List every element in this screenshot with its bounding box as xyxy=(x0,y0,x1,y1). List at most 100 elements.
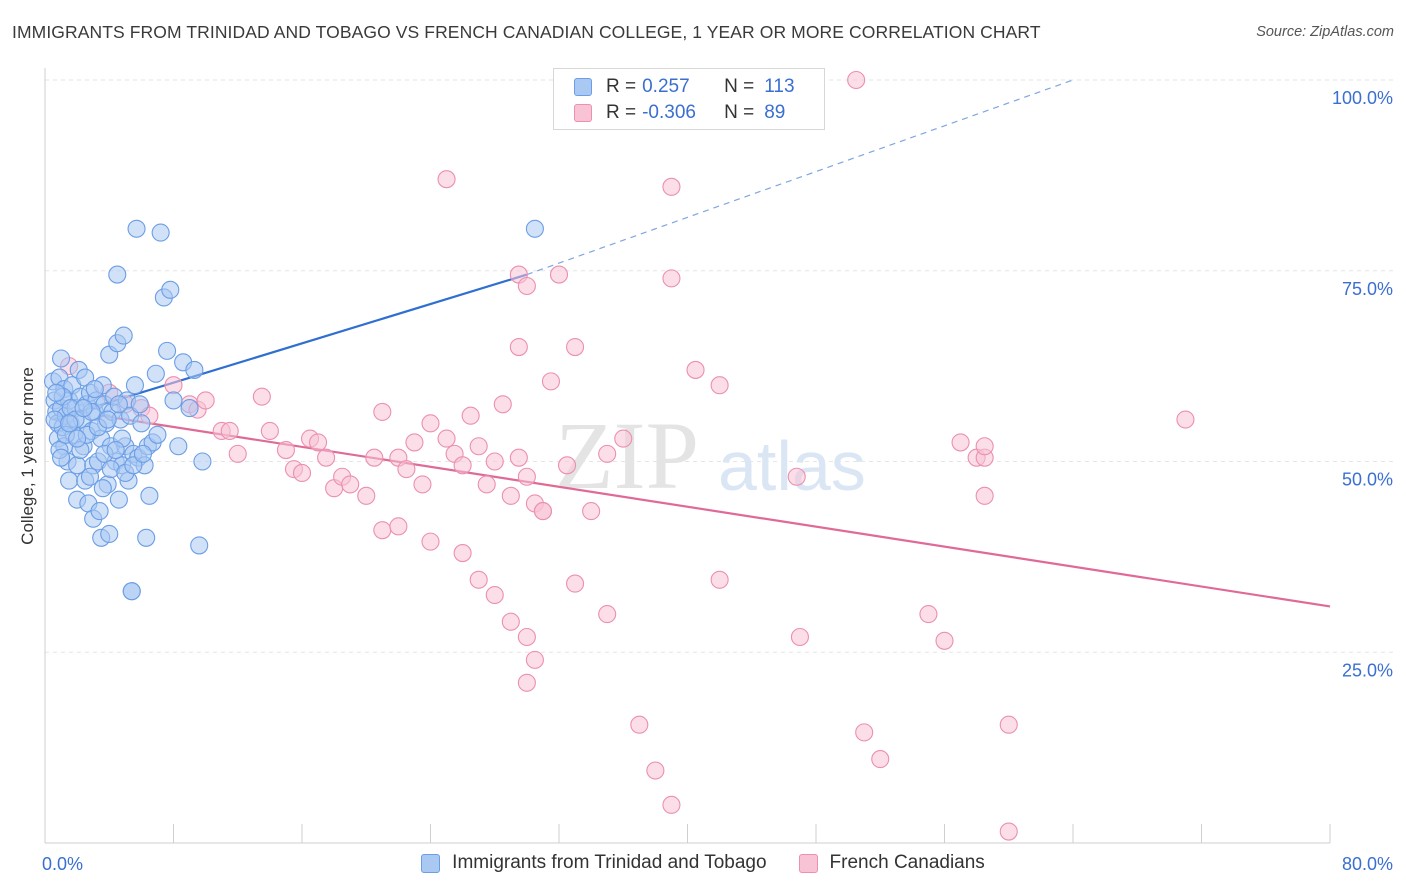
r-label: R = xyxy=(606,76,637,97)
trinidad-point xyxy=(60,471,79,490)
french-canadian-point xyxy=(309,433,328,452)
french-canadian-point xyxy=(501,486,520,505)
legend-row-blue: R = 0.257 N = 113 xyxy=(574,74,795,100)
trinidad-point xyxy=(60,414,79,433)
y-tick-label: 25.0% xyxy=(1342,660,1393,680)
x-tick-label-max: 80.0% xyxy=(1342,854,1393,874)
trinidad-point xyxy=(132,414,151,433)
french-canadian-point xyxy=(260,421,279,441)
french-canadian-point xyxy=(373,521,392,540)
trinidad-point xyxy=(158,341,177,360)
trinidad-point xyxy=(98,410,117,429)
legend-item-french-canadians[interactable]: French Canadians xyxy=(798,852,985,874)
french-canadian-point xyxy=(413,475,432,494)
french-canadian-point xyxy=(252,387,271,406)
stats-legend: R = 0.257 N = 113 R = -0.306 N = 89 xyxy=(553,68,825,130)
trinidad-point xyxy=(52,349,71,368)
y-tick-label: 75.0% xyxy=(1342,279,1393,299)
french-canadian-point xyxy=(437,170,456,189)
french-canadian-point xyxy=(276,441,295,460)
french-canadian-point xyxy=(847,70,866,90)
french-canadian-point xyxy=(935,631,954,650)
french-canadian-point xyxy=(598,444,617,463)
y-tick-label: 50.0% xyxy=(1342,470,1393,490)
trinidad-point xyxy=(180,399,199,418)
french-canadian-point xyxy=(662,269,681,288)
trinidad-point xyxy=(125,376,144,395)
trinidad-point xyxy=(93,479,112,498)
french-canadian-point xyxy=(405,433,424,452)
x-tick-label-min: 0.0% xyxy=(42,854,83,874)
trinidad-point xyxy=(68,429,87,448)
pink-swatch xyxy=(798,853,818,873)
french-canadian-point xyxy=(341,475,360,494)
axes xyxy=(44,68,1331,844)
french-canadian-point xyxy=(787,467,806,486)
french-canadian-point xyxy=(509,337,528,357)
trinidad-point xyxy=(164,391,183,410)
data-points xyxy=(43,70,1195,841)
french-canadian-point xyxy=(373,402,392,421)
trinidad-point xyxy=(169,437,188,456)
french-canadian-point xyxy=(517,276,536,296)
french-canadian-point xyxy=(686,360,705,379)
legend-label-trinidad: Immigrants from Trinidad and Tobago xyxy=(452,852,767,873)
trinidad-point xyxy=(90,502,109,521)
grid-lines xyxy=(45,79,1395,653)
french-canadian-point xyxy=(582,502,601,521)
legend-item-trinidad[interactable]: Immigrants from Trinidad and Tobago xyxy=(421,852,767,874)
trinidad-point xyxy=(109,490,128,509)
n-value-pink: 89 xyxy=(764,102,786,123)
r-label: R = xyxy=(606,102,637,123)
french-canadian-point xyxy=(630,715,649,734)
source-credit: Source: ZipAtlas.com xyxy=(1256,24,1394,40)
watermark-zip: ZIP xyxy=(555,402,699,509)
french-canadian-point xyxy=(975,486,994,505)
trinidad-point xyxy=(190,536,209,555)
blue-swatch xyxy=(421,853,441,873)
french-canadian-point xyxy=(662,795,681,814)
n-label: N = xyxy=(724,76,755,97)
french-canadian-point xyxy=(566,574,585,593)
french-canadian-point xyxy=(220,421,239,441)
french-canadian-point xyxy=(525,650,544,669)
trinidad-point xyxy=(130,395,149,414)
pink-swatch xyxy=(574,104,592,122)
trinidad-trend-extension xyxy=(526,79,1074,276)
r-value-pink: -0.306 xyxy=(642,102,696,123)
trinidad-point xyxy=(525,219,544,238)
french-canadian-point xyxy=(598,605,617,624)
french-canadian-point xyxy=(533,502,552,521)
french-canadian-point xyxy=(517,673,536,692)
french-canadian-point xyxy=(317,448,336,467)
watermark-atlas: atlas xyxy=(718,427,866,505)
french-canadian-point xyxy=(469,437,488,456)
french-canadian-point xyxy=(549,265,569,284)
french-canadian-trend-line xyxy=(101,414,1331,608)
french-canadian-point xyxy=(485,452,504,471)
tick-labels: 25.0% 50.0% 75.0% 100.0% College, 1 year or … xyxy=(18,88,1393,874)
n-value-blue: 113 xyxy=(764,76,795,97)
french-canadian-point xyxy=(437,429,456,448)
legend-label-french-canadians: French Canadians xyxy=(829,852,985,873)
french-canadian-point xyxy=(421,532,440,551)
french-canadian-point xyxy=(517,467,536,486)
french-canadian-point xyxy=(485,585,504,605)
french-canadian-point xyxy=(164,376,183,395)
trinidad-point xyxy=(148,425,167,444)
french-canadian-point xyxy=(477,475,496,494)
french-canadian-point xyxy=(453,456,472,475)
french-canadian-point xyxy=(662,177,681,196)
trinidad-point xyxy=(109,395,128,414)
trinidad-point xyxy=(114,326,133,345)
french-canadian-point xyxy=(453,544,472,563)
trinidad-point xyxy=(161,280,180,299)
trinidad-point xyxy=(193,452,212,471)
trinidad-point xyxy=(100,524,119,544)
trinidad-point xyxy=(108,265,127,284)
chart-title: IMMIGRANTS FROM TRINIDAD AND TOBAGO VS F… xyxy=(12,22,1041,42)
french-canadian-point xyxy=(557,456,577,475)
french-canadian-point xyxy=(421,414,440,433)
french-canadian-point xyxy=(517,627,536,647)
